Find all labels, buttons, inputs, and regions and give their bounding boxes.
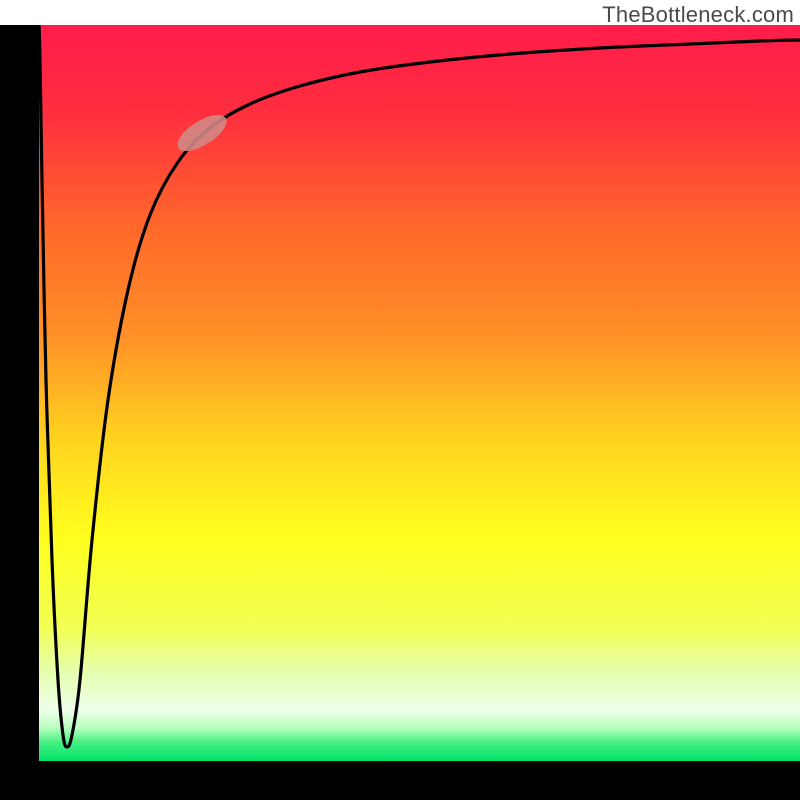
- highlight-marker: [172, 108, 232, 158]
- curve-layer: [39, 25, 800, 761]
- bottleneck-curve: [39, 25, 800, 747]
- plot-area: [39, 25, 800, 761]
- chart-container: TheBottleneck.com: [0, 0, 800, 800]
- attribution-text: TheBottleneck.com: [602, 0, 800, 28]
